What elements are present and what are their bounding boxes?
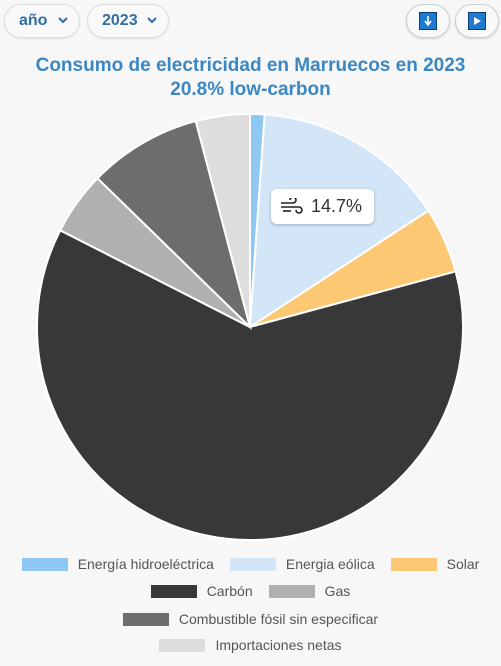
play-button[interactable]	[455, 4, 499, 38]
legend-swatch	[150, 584, 197, 598]
legend-row-3: Combustible fósil sin especificar	[0, 611, 501, 627]
chart-subtitle: 20.8% low-carbon	[170, 79, 331, 100]
legend-label: Energía hidroeléctrica	[77, 556, 214, 572]
chart-title: Consumo de electricidad en Marruecos en …	[35, 55, 466, 76]
legend-swatch	[268, 584, 315, 598]
pie-slice-5[interactable]	[96, 119, 252, 331]
legend-row-1: Energía hidroeléctrica Energia eólica So…	[0, 556, 501, 572]
period-select[interactable]: año	[4, 4, 80, 38]
chevron-down-icon	[147, 17, 157, 24]
legend-item-gas[interactable]: Gas	[268, 583, 351, 599]
download-button[interactable]	[406, 4, 450, 38]
legend-swatch	[122, 612, 169, 626]
legend-item-fossil-unspecified[interactable]: Combustible fósil sin especificar	[122, 611, 379, 627]
play-icon	[468, 12, 486, 30]
pie-slice-6[interactable]	[194, 112, 251, 328]
legend-label: Importaciones netas	[215, 637, 342, 653]
year-select-value: 2023	[102, 12, 138, 29]
legend-row-4: Importaciones netas	[0, 637, 501, 653]
legend-swatch	[390, 557, 437, 571]
pie-slice-3[interactable]	[36, 228, 464, 541]
legend-label: Carbón	[206, 583, 253, 599]
wind-icon	[281, 197, 303, 214]
legend-item-imports[interactable]: Importaciones netas	[159, 637, 342, 653]
legend-swatch	[21, 557, 68, 571]
legend-item-hydro[interactable]: Energía hidroeléctrica	[21, 556, 214, 572]
legend-swatch	[229, 557, 276, 571]
year-select[interactable]: 2023	[87, 4, 169, 38]
slice-tooltip: 14.7%	[271, 189, 374, 224]
download-icon	[419, 12, 437, 30]
tooltip-value: 14.7%	[311, 196, 363, 216]
pie-chart	[36, 112, 464, 541]
legend-label: Solar	[446, 556, 480, 572]
legend-label: Combustible fósil sin especificar	[178, 611, 379, 627]
legend-row-2: Carbón Gas	[0, 583, 501, 599]
legend-item-solar[interactable]: Solar	[390, 556, 480, 572]
legend-label: Energia eólica	[285, 556, 375, 572]
chevron-down-icon	[58, 17, 68, 24]
legend-item-coal[interactable]: Carbón	[150, 583, 253, 599]
legend-item-wind[interactable]: Energia eólica	[229, 556, 375, 572]
period-select-value: año	[19, 12, 48, 29]
legend-swatch	[159, 638, 206, 652]
legend-label: Gas	[324, 583, 351, 599]
